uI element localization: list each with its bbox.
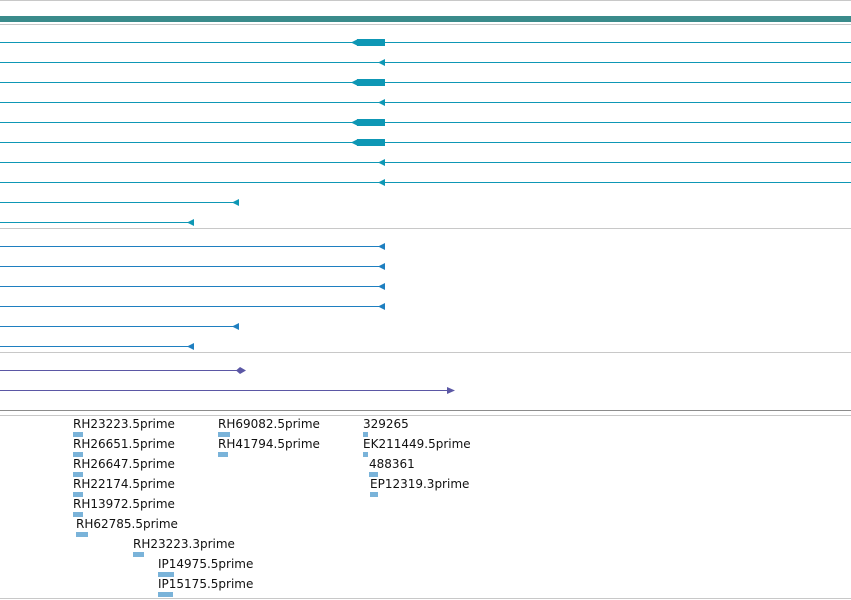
est-label: EP12319.3prime bbox=[370, 477, 470, 491]
mrna-alignment[interactable] bbox=[0, 246, 382, 247]
est-alignment[interactable] bbox=[76, 532, 88, 537]
track-separator bbox=[0, 352, 851, 353]
strand-arrow-icon bbox=[378, 263, 385, 270]
gene-model-exon[interactable] bbox=[357, 39, 385, 46]
strand-arrow-icon bbox=[232, 199, 239, 206]
gene-model-transcript[interactable] bbox=[0, 162, 851, 163]
gene-model-exon[interactable] bbox=[357, 119, 385, 126]
mrna-alignment[interactable] bbox=[0, 346, 191, 347]
strand-arrow-icon bbox=[351, 79, 358, 86]
est-label: RH69082.5prime bbox=[218, 417, 320, 431]
est-alignment[interactable] bbox=[73, 512, 83, 517]
mrna-alignment[interactable] bbox=[0, 326, 236, 327]
strand-arrow-icon bbox=[187, 343, 194, 350]
est-alignment[interactable] bbox=[363, 432, 368, 437]
est-alignment[interactable] bbox=[218, 452, 228, 457]
protein-alignment[interactable] bbox=[0, 390, 450, 391]
est-label: RH41794.5prime bbox=[218, 437, 320, 451]
strand-arrow-icon bbox=[378, 59, 385, 66]
track-separator bbox=[0, 410, 851, 411]
strand-arrow-icon bbox=[187, 219, 194, 226]
strand-arrow-icon bbox=[351, 119, 358, 126]
est-alignment[interactable] bbox=[218, 432, 230, 437]
est-alignment[interactable] bbox=[369, 472, 378, 477]
gene-model-transcript[interactable] bbox=[0, 142, 851, 143]
est-label: RH26651.5prime bbox=[73, 437, 175, 451]
est-alignment[interactable] bbox=[363, 452, 368, 457]
est-label: RH23223.3prime bbox=[133, 537, 235, 551]
strand-arrow-icon bbox=[351, 39, 358, 46]
est-label: 329265 bbox=[363, 417, 409, 431]
gene-model-transcript[interactable] bbox=[0, 82, 851, 83]
strand-arrow-icon bbox=[236, 367, 246, 374]
gene-model-transcript[interactable] bbox=[0, 42, 851, 43]
protein-alignment[interactable] bbox=[0, 370, 240, 371]
est-alignment[interactable] bbox=[73, 452, 83, 457]
gene-model-exon[interactable] bbox=[357, 79, 385, 86]
strand-arrow-icon bbox=[378, 179, 385, 186]
mrna-alignment[interactable] bbox=[0, 306, 382, 307]
est-label: 488361 bbox=[369, 457, 415, 471]
est-label: RH62785.5prime bbox=[76, 517, 178, 531]
strand-arrow-icon bbox=[378, 283, 385, 290]
est-alignment[interactable] bbox=[73, 492, 83, 497]
top-border bbox=[0, 0, 851, 1]
gene-model-transcript[interactable] bbox=[0, 102, 851, 103]
ruler-bar bbox=[0, 16, 851, 22]
strand-arrow-icon bbox=[351, 139, 358, 146]
est-label: EK211449.5prime bbox=[363, 437, 471, 451]
est-label: RH23223.5prime bbox=[73, 417, 175, 431]
track-separator bbox=[0, 415, 851, 416]
mrna-alignment[interactable] bbox=[0, 266, 382, 267]
est-alignment[interactable] bbox=[73, 432, 83, 437]
strand-arrow-icon bbox=[447, 387, 455, 394]
est-alignment[interactable] bbox=[73, 472, 83, 477]
est-label: IP15175.5prime bbox=[158, 577, 254, 591]
est-alignment[interactable] bbox=[370, 492, 378, 497]
strand-arrow-icon bbox=[378, 303, 385, 310]
gene-model-transcript[interactable] bbox=[0, 182, 851, 183]
est-label: RH26647.5prime bbox=[73, 457, 175, 471]
ruler-separator bbox=[0, 24, 851, 25]
est-alignment[interactable] bbox=[133, 552, 144, 557]
bottom-border bbox=[0, 598, 851, 599]
est-label: RH13972.5prime bbox=[73, 497, 175, 511]
strand-arrow-icon bbox=[378, 159, 385, 166]
strand-arrow-icon bbox=[378, 243, 385, 250]
strand-arrow-icon bbox=[378, 99, 385, 106]
gene-model-transcript[interactable] bbox=[0, 122, 851, 123]
gene-model-transcript[interactable] bbox=[0, 202, 236, 203]
gene-model-transcript[interactable] bbox=[0, 222, 191, 223]
est-alignment[interactable] bbox=[158, 592, 173, 597]
strand-arrow-icon bbox=[232, 323, 239, 330]
gene-model-exon[interactable] bbox=[357, 139, 385, 146]
track-separator bbox=[0, 228, 851, 229]
mrna-alignment[interactable] bbox=[0, 286, 382, 287]
est-label: RH22174.5prime bbox=[73, 477, 175, 491]
est-alignment[interactable] bbox=[158, 572, 174, 577]
gene-model-transcript[interactable] bbox=[0, 62, 851, 63]
est-label: IP14975.5prime bbox=[158, 557, 254, 571]
